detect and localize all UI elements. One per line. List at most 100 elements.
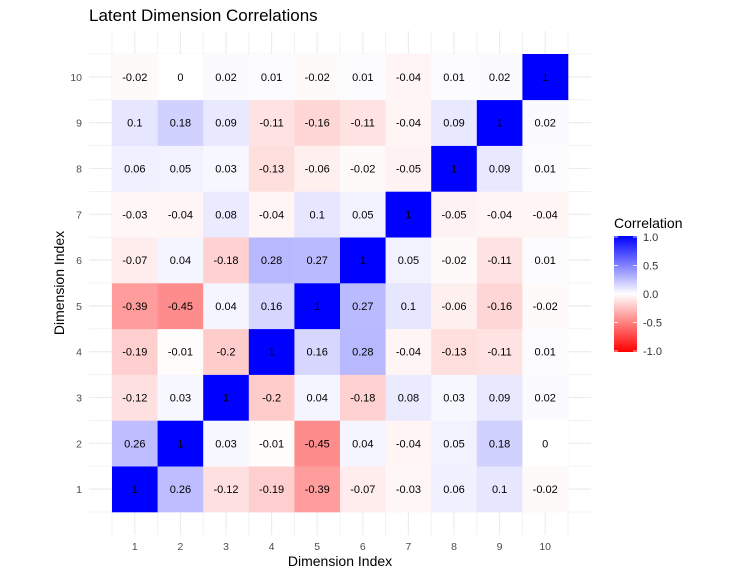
cell-value-label: 0.18 (170, 118, 191, 130)
heatmap-cell (431, 420, 478, 467)
legend-title: Correlation (614, 215, 682, 231)
heatmap-cell (340, 54, 386, 101)
heatmap-cell (112, 191, 158, 238)
heatmap-cell (294, 145, 341, 192)
heatmap-cell (203, 283, 250, 330)
legend-color-bar (614, 236, 637, 352)
heatmap-cell (522, 466, 569, 513)
cell-value-label: -0.02 (122, 72, 147, 84)
cell-value-label: 0.09 (443, 118, 464, 130)
cell-value-label: 1 (223, 393, 229, 405)
heatmap-cell (340, 145, 386, 192)
heatmap-cell (248, 99, 295, 146)
cell-value-label: -0.45 (305, 438, 330, 450)
x-axis-title: Dimension Index (288, 553, 392, 569)
heatmap-cell (340, 191, 386, 238)
y-tick-label: 4 (76, 347, 82, 359)
cell-value-label: -0.11 (487, 347, 511, 359)
heatmap-cell (476, 99, 523, 146)
heatmap-cell (385, 374, 432, 421)
heatmap-cell (294, 374, 341, 421)
heatmap-cell (112, 374, 158, 421)
cell-value-label: 0.02 (534, 118, 555, 130)
x-tick-label: 9 (497, 541, 503, 553)
heatmap-cell (431, 54, 478, 101)
cell-value-label: 0.27 (306, 255, 327, 267)
cell-value-label: -0.04 (259, 209, 284, 221)
heatmap-cell (476, 466, 523, 513)
cell-value-label: 0.01 (261, 72, 282, 84)
heatmap-cell (112, 283, 158, 330)
heatmap-cell (522, 191, 569, 238)
heatmap-cell (294, 237, 341, 284)
heatmap-cell (431, 237, 478, 284)
cell-value-label: -0.18 (350, 393, 375, 405)
heatmap-cell (112, 54, 158, 101)
cell-value-label: 0.04 (352, 438, 373, 450)
heatmap-cell (248, 420, 295, 467)
heatmap-cell (476, 328, 523, 375)
cell-value-label: 0.04 (170, 255, 191, 267)
cell-value-label: -0.02 (441, 255, 466, 267)
heatmap-cell (112, 466, 158, 513)
heatmap-cell (476, 54, 523, 101)
y-tick-label: 2 (76, 438, 82, 450)
heatmap-cell (248, 328, 295, 375)
heatmap-cell (248, 191, 295, 238)
heatmap-cell (248, 145, 295, 192)
cell-value-label: 0.01 (534, 255, 555, 267)
cell-value-label: -0.04 (396, 72, 421, 84)
heatmap-cell (476, 283, 523, 330)
cell-value-label: -0.02 (305, 72, 330, 84)
heatmap-cell (157, 466, 204, 513)
y-tick-label: 9 (76, 118, 82, 130)
cell-value-label: 0.09 (489, 393, 510, 405)
heatmap-cell (522, 237, 569, 284)
heatmap-cell (203, 420, 250, 467)
cell-value-label: 0.04 (215, 301, 236, 313)
x-tick-label: 8 (451, 541, 457, 553)
y-tick-label: 10 (70, 72, 82, 84)
cell-value-label: 0.03 (170, 393, 191, 405)
heatmap-cell (385, 466, 432, 513)
heatmap-cell (522, 283, 569, 330)
heatmap-cell (157, 237, 204, 284)
heatmap-cell (157, 420, 204, 467)
heatmap-cell (340, 99, 386, 146)
heatmap-cell (476, 374, 523, 421)
heatmap-cell (522, 54, 569, 101)
cell-value-label: -0.19 (122, 347, 147, 359)
cell-value-label: -0.04 (487, 209, 512, 221)
heatmap-cell (385, 420, 432, 467)
cell-value-label: -0.18 (213, 255, 238, 267)
legend-tick-label: 0.5 (643, 261, 658, 273)
heatmap-cell (385, 237, 432, 284)
cell-value-label: 0.28 (261, 255, 282, 267)
cell-value-label: 0.1 (492, 484, 507, 496)
heatmap-cell (294, 99, 341, 146)
heatmap-cell (522, 145, 569, 192)
heatmap-cell (431, 99, 478, 146)
heatmap-cell (203, 466, 250, 513)
heatmap-cell (294, 328, 341, 375)
cell-value-label: -0.04 (396, 347, 421, 359)
cell-value-label: 1 (405, 209, 411, 221)
x-tick-label: 4 (269, 541, 275, 553)
cell-value-label: -0.39 (305, 484, 330, 496)
heatmap-cell (203, 145, 250, 192)
heatmap-cell (203, 191, 250, 238)
heatmap-cell (112, 328, 158, 375)
cell-value-label: 1 (132, 484, 138, 496)
cell-value-label: 0.03 (443, 393, 464, 405)
cell-value-label: 0.01 (534, 164, 555, 176)
cell-value-label: -0.11 (259, 118, 283, 130)
heatmap-cell (248, 237, 295, 284)
cell-value-label: 0.06 (124, 164, 145, 176)
cell-value-label: -0.12 (122, 393, 147, 405)
heatmap-cell (112, 237, 158, 284)
cell-value-label: -0.03 (122, 209, 147, 221)
cell-value-label: 0.1 (401, 301, 416, 313)
cell-value-label: -0.06 (305, 164, 330, 176)
cell-value-label: 0.05 (398, 255, 419, 267)
y-axis-title: Dimension Index (51, 231, 67, 335)
